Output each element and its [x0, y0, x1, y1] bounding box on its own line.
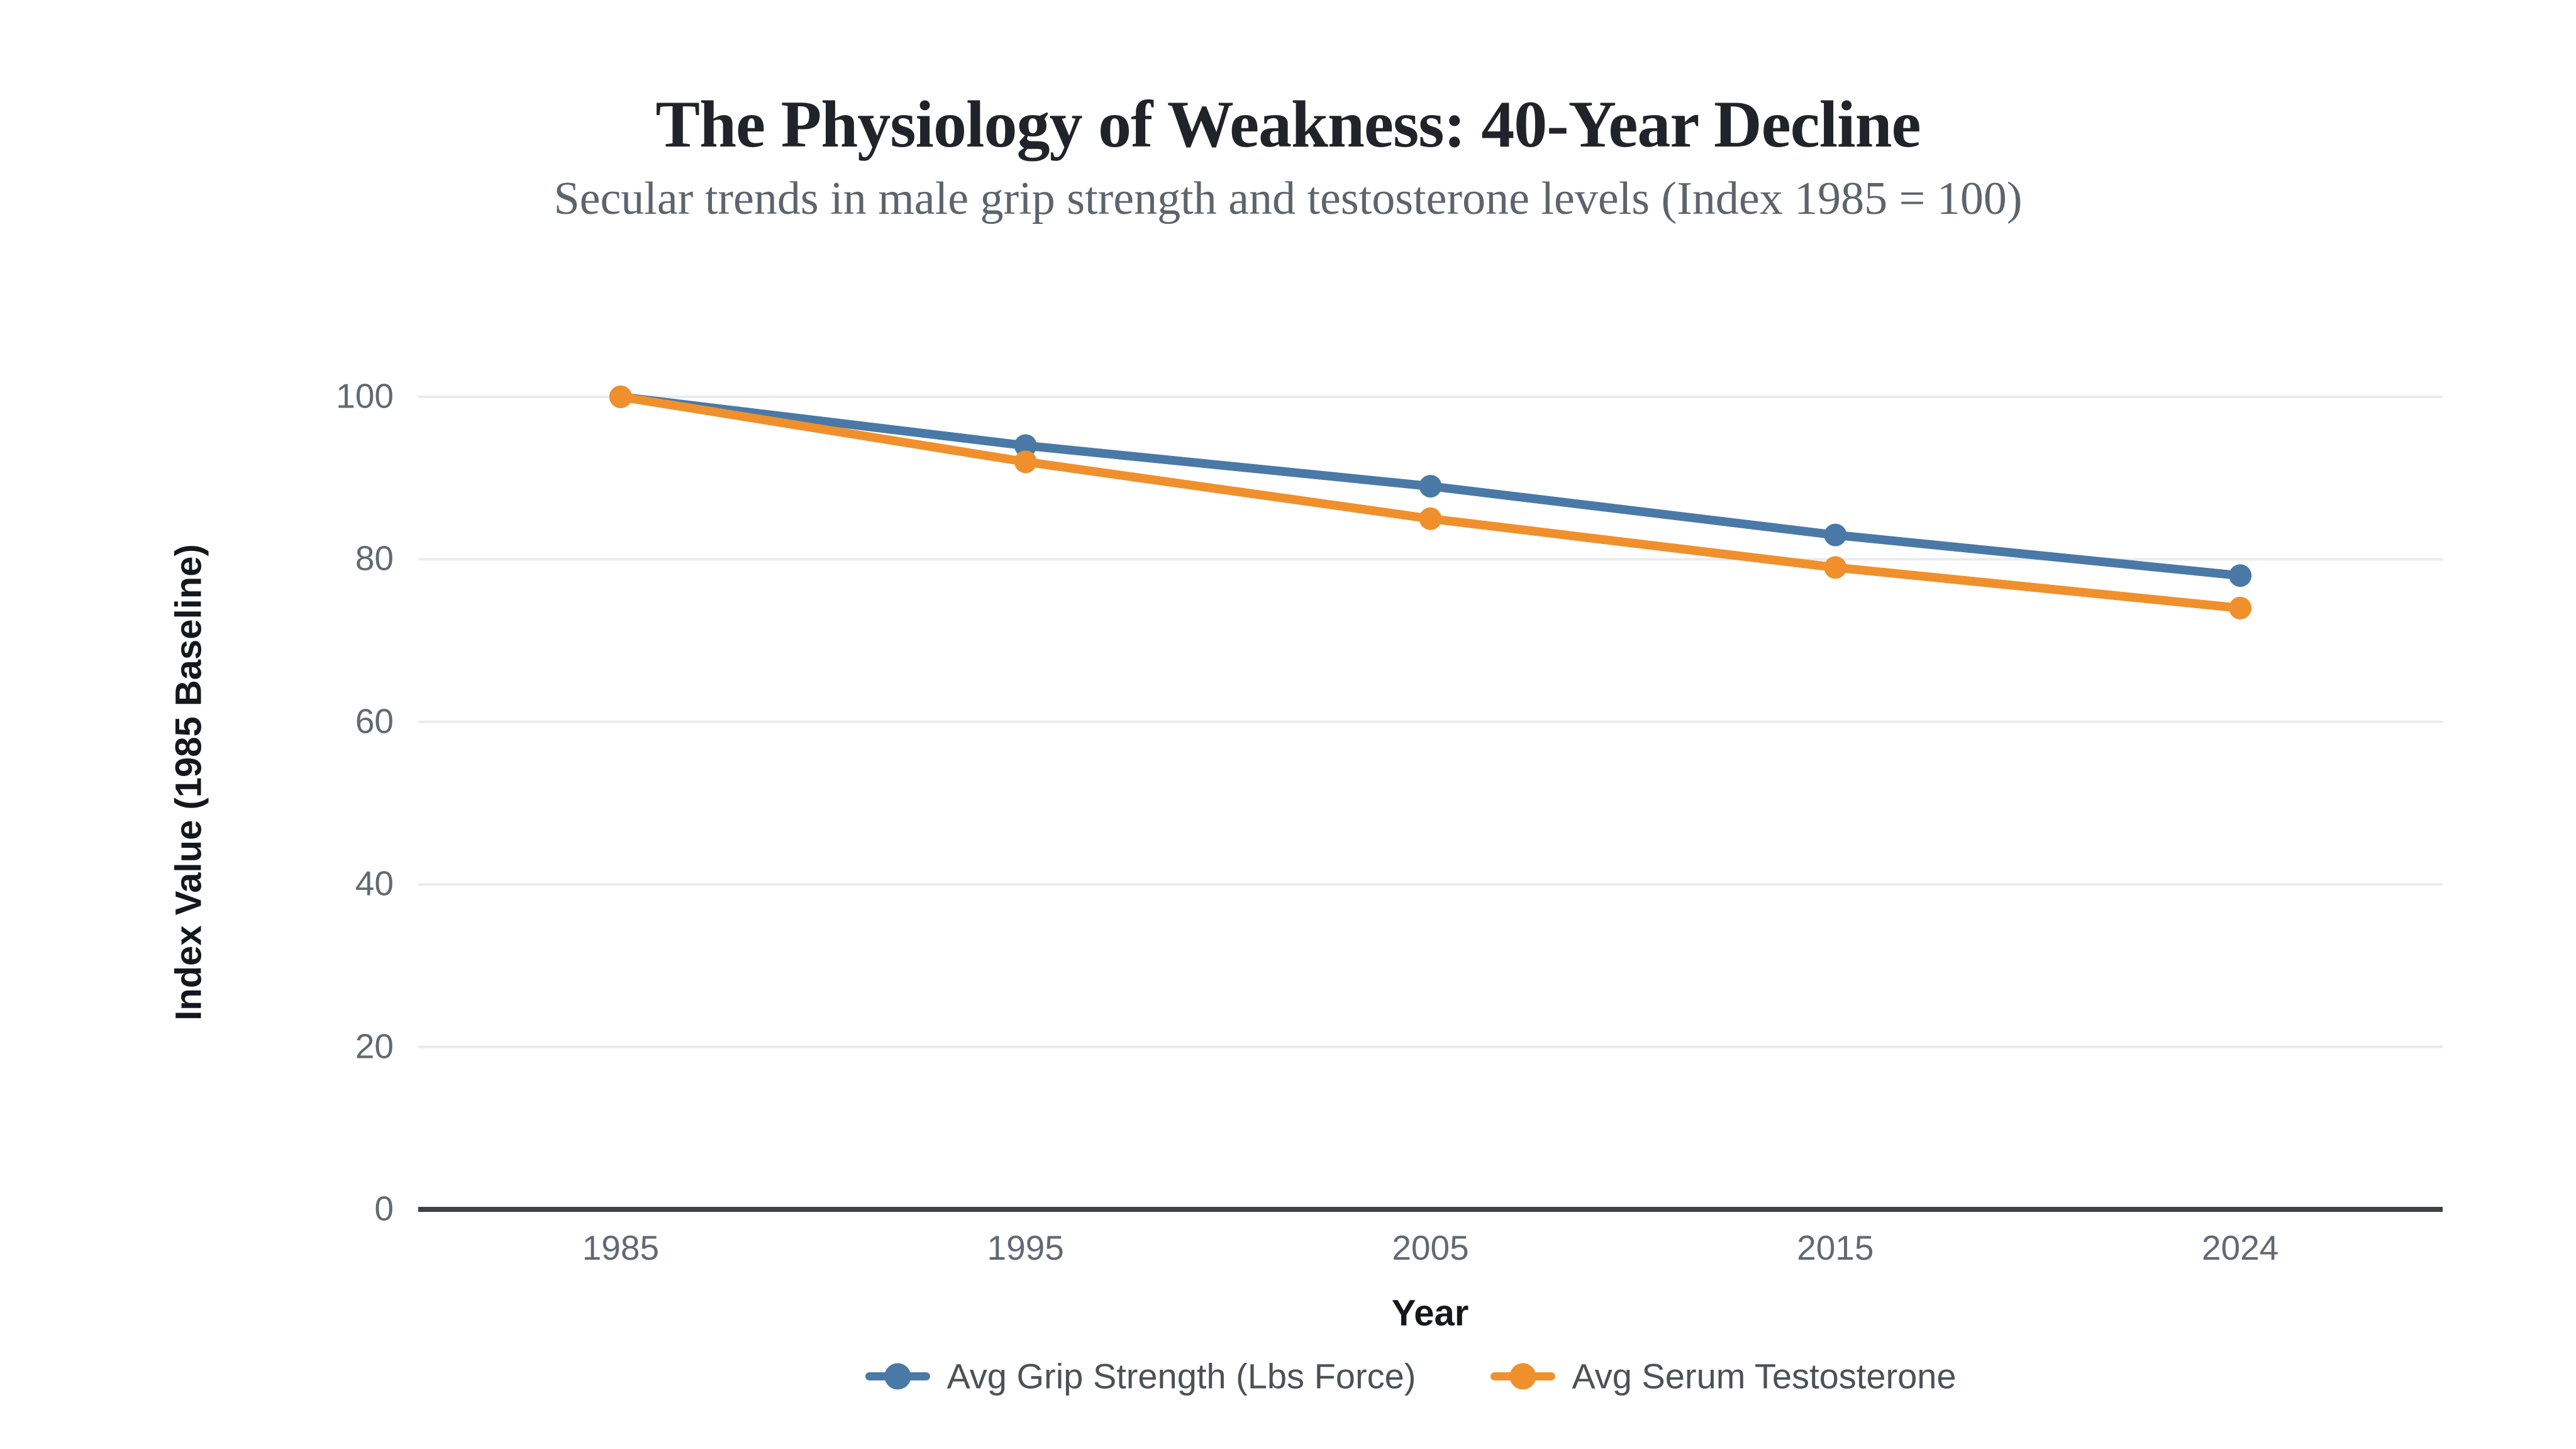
data-point-1-2015	[1824, 556, 1847, 579]
y-axis-label: Index Value (1985 Baseline)	[168, 544, 209, 1021]
y-tick-60: 60	[355, 701, 394, 741]
data-point-0-2005	[1419, 475, 1442, 498]
data-point-0-2024	[2229, 564, 2252, 587]
grip-strength-line-marker-icon	[865, 1363, 930, 1389]
data-point-1-1995	[1014, 450, 1037, 474]
data-point-1-2005	[1419, 507, 1442, 530]
y-tick-100: 100	[336, 376, 394, 416]
x-tick-1995: 1995	[987, 1228, 1064, 1267]
y-tick-80: 80	[355, 539, 394, 579]
x-axis-label: Year	[1391, 1292, 1469, 1334]
legend-label-grip-strength: Avg Grip Strength (Lbs Force)	[947, 1356, 1416, 1396]
x-tick-2024: 2024	[2201, 1228, 2279, 1267]
legend-item-grip-strength[interactable]: Avg Grip Strength (Lbs Force)	[865, 1356, 1416, 1397]
legend-label-testosterone: Avg Serum Testosterone	[1572, 1356, 1957, 1396]
data-point-1-1985	[609, 386, 632, 408]
data-point-0-2015	[1824, 523, 1847, 547]
y-tick-20: 20	[355, 1026, 394, 1066]
chart-subtitle: Secular trends in male grip strength and…	[553, 173, 2023, 225]
data-point-0-1995	[1014, 434, 1037, 457]
y-tick-0: 0	[374, 1189, 394, 1228]
x-tick-2005: 2005	[1392, 1228, 1469, 1267]
x-tick-2015: 2015	[1797, 1228, 1874, 1267]
chart-title: The Physiology of Weakness: 40-Year Decl…	[655, 87, 1921, 161]
data-point-1-2024	[2229, 596, 2252, 619]
legend: Avg Grip Strength (Lbs Force) Avg Serum …	[865, 1356, 1957, 1397]
x-tick-1985: 1985	[582, 1228, 660, 1267]
legend-item-testosterone[interactable]: Avg Serum Testosterone	[1490, 1356, 1957, 1397]
y-tick-40: 40	[355, 863, 394, 903]
testosterone-line-marker-icon	[1490, 1363, 1555, 1389]
